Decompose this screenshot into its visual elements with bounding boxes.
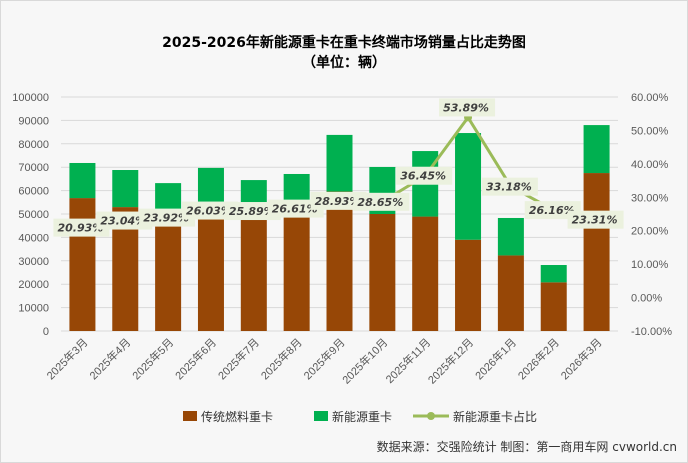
data-label-bg (181, 201, 238, 220)
bar-nev (540, 265, 567, 283)
x-tick-label: 2025年10月 (339, 335, 390, 386)
data-label: 53.89% (443, 101, 489, 114)
bar-traditional (155, 218, 182, 331)
data-label: 20.93% (58, 222, 104, 235)
bar-traditional (283, 215, 310, 331)
y2-tick-label: 10.00% (631, 259, 669, 271)
bar-nev (583, 125, 610, 174)
data-label-bg (439, 98, 496, 117)
legend-label: 新能源重卡 (332, 409, 392, 424)
bar-traditional (583, 173, 610, 331)
legend-label: 新能源重卡占比 (453, 409, 537, 424)
chart-subtitle: （单位：辆） (302, 54, 386, 71)
y-tick-label: 20000 (18, 279, 49, 291)
bar-traditional (369, 214, 396, 331)
data-label: 23.04% (100, 215, 146, 228)
x-tick-label: 2025年5月 (129, 335, 176, 382)
x-tick-label: 2026年1月 (472, 335, 519, 382)
bar-nev (497, 217, 524, 256)
y-tick-label: 40000 (18, 232, 49, 244)
data-label-bg (310, 191, 367, 210)
data-label: 23.92% (143, 212, 189, 225)
y2-tick-label: 50.00% (631, 125, 669, 137)
bar-traditional (240, 219, 267, 331)
bar-traditional (326, 191, 353, 331)
data-label: 23.31% (572, 214, 618, 227)
data-label: 26.61% (272, 203, 318, 216)
data-label-bg (353, 192, 410, 211)
x-tick-label: 2025年9月 (301, 335, 348, 382)
legend-swatch-traditional (183, 411, 197, 421)
y-tick-label: 10000 (18, 303, 49, 315)
y2-tick-label: 40.00% (631, 159, 669, 171)
y-tick-label: 50000 (18, 209, 49, 221)
data-label: 26.16% (529, 204, 575, 217)
bar-nev (326, 134, 353, 192)
data-label-bg (53, 218, 110, 237)
bar-nev (455, 133, 482, 240)
data-label: 33.18% (486, 181, 532, 194)
y2-tick-label: 30.00% (631, 192, 669, 204)
x-tick-label: 2025年4月 (86, 335, 133, 382)
bar-traditional (540, 282, 567, 331)
y-tick-label: 100000 (12, 92, 49, 104)
x-tick-label: 2025年8月 (258, 335, 305, 382)
data-label: 36.45% (400, 170, 446, 183)
data-label: 28.93% (315, 195, 361, 208)
data-label-bg (139, 208, 196, 227)
bar-traditional (412, 216, 439, 331)
x-tick-label: 2025年3月 (43, 335, 90, 382)
data-label-bg (481, 177, 538, 196)
data-label-bg (267, 199, 324, 218)
legend-marker (427, 412, 435, 420)
y-tick-label: 0 (43, 326, 49, 338)
y2-tick-label: 0.00% (631, 293, 662, 305)
x-tick-label: 2026年2月 (515, 335, 562, 382)
data-label-bg (96, 211, 153, 230)
data-label: 26.03% (186, 205, 232, 218)
data-label-bg (224, 202, 281, 221)
y2-tick-label: 20.00% (631, 226, 669, 238)
y-tick-label: 70000 (18, 162, 49, 174)
y-tick-label: 80000 (18, 139, 49, 151)
legend-label: 传统燃料重卡 (201, 409, 273, 424)
source-note: 数据来源：交强险统计 制图：第一商用车网 cvworld.cn (377, 439, 677, 454)
x-tick-label: 2025年6月 (172, 335, 219, 382)
x-tick-label: 2026年3月 (558, 335, 605, 382)
bar-traditional (497, 255, 524, 331)
y-tick-label: 30000 (18, 256, 49, 268)
data-label-bg (524, 201, 581, 220)
bar-traditional (197, 210, 224, 331)
x-tick-label: 2025年12月 (425, 335, 476, 386)
bar-nev (69, 162, 96, 199)
legend-swatch-nev (314, 411, 328, 421)
data-label-bg (567, 210, 624, 229)
y-tick-label: 90000 (18, 115, 49, 127)
y2-tick-label: -10.00% (631, 326, 672, 338)
y-tick-label: 60000 (18, 186, 49, 198)
bar-nev (112, 170, 139, 208)
data-label-bg (396, 166, 453, 185)
data-label: 28.65% (357, 196, 403, 209)
data-label: 25.89% (229, 205, 275, 218)
chart-title: 2025-2026年新能源重卡在重卡终端市场销量占比走势图 (162, 34, 526, 51)
bar-traditional (69, 198, 96, 331)
x-tick-label: 2025年7月 (215, 335, 262, 382)
y2-tick-label: 60.00% (631, 92, 669, 104)
bar-traditional (455, 239, 482, 331)
